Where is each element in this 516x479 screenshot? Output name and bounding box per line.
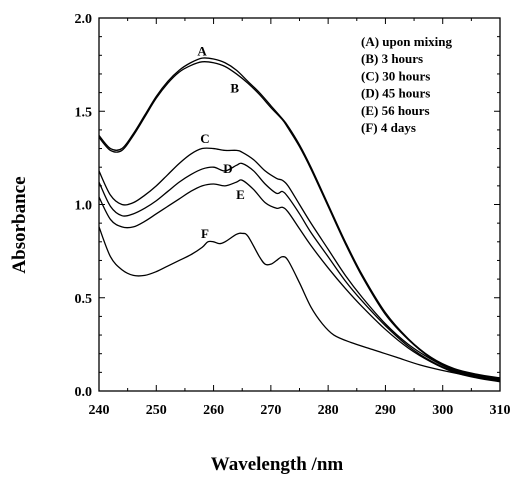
curve-label-b: B	[230, 81, 239, 96]
curve-label-d: D	[223, 161, 232, 176]
legend-entry: (C) 30 hours	[361, 68, 430, 83]
legend: (A) upon mixing (B) 3 hours (C) 30 hours (D…	[361, 34, 453, 135]
x-tick-label: 280	[318, 403, 339, 418]
legend-entry: (E) 56 hours	[361, 103, 430, 118]
curve-label-f: F	[201, 226, 209, 241]
y-axis-title: Absorbance	[9, 176, 30, 273]
curve-label-a: A	[197, 43, 207, 58]
curve-label-c: C	[200, 131, 209, 146]
x-tick-label: 250	[146, 403, 167, 418]
legend-entry: (F) 4 days	[361, 120, 416, 135]
y-axis: 0.0 0.5 1.0 1.5 2.0	[75, 12, 500, 400]
y-tick-label: 2.0	[75, 12, 93, 27]
series-layer	[98, 57, 501, 383]
legend-entry: (D) 45 hours	[361, 86, 430, 101]
x-axis: 240 250 260 270 280 290 300 310	[89, 18, 511, 418]
y-tick-label: 1.0	[75, 199, 93, 214]
series-line-c	[98, 147, 501, 381]
curve-labels: A B CDE F	[197, 43, 244, 241]
x-tick-label: 290	[375, 403, 396, 418]
x-tick-label: 260	[203, 403, 224, 418]
x-axis-title: Wavelength /nm	[211, 454, 344, 475]
x-tick-label: 240	[89, 403, 110, 418]
series-line-d	[98, 162, 501, 382]
series-line-e	[98, 179, 501, 383]
x-tick-label: 270	[260, 403, 281, 418]
series-line-b	[98, 61, 501, 380]
x-tick-label: 310	[490, 403, 511, 418]
y-tick-label: 0.0	[75, 385, 93, 400]
curve-label-e: E	[236, 187, 245, 202]
x-tick-label: 300	[432, 403, 453, 418]
legend-entry: (B) 3 hours	[361, 51, 423, 66]
series-line-f	[98, 226, 501, 381]
legend-entry: (A) upon mixing	[361, 34, 453, 49]
y-tick-label: 1.5	[75, 105, 93, 120]
series-line-a	[98, 57, 501, 379]
y-tick-label: 0.5	[75, 292, 93, 307]
